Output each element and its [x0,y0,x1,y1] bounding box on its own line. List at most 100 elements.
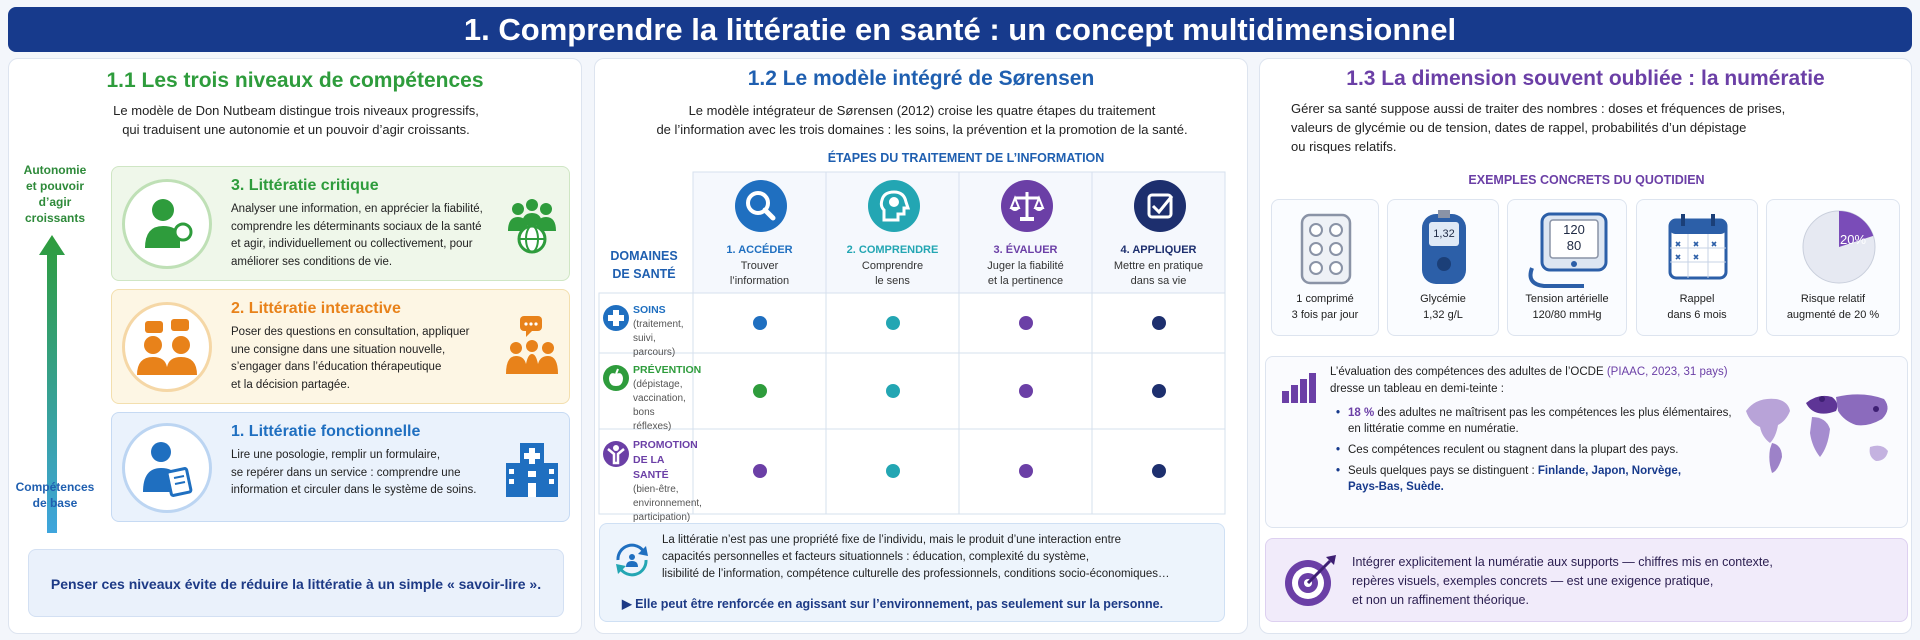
step-label: 4. APPLIQUER [1120,244,1197,256]
recommendation-line: et non un raffinement théorique. [1352,593,1529,607]
step-sub-line: Comprendre [861,260,924,272]
desc-line: Poser des questions en consultation, app… [231,326,470,338]
intro-line: qui traduisent une autonomie et un pouvo… [122,122,470,137]
step-sub-line: et la pertinence [987,275,1064,287]
label-line: Rappel [1679,293,1715,305]
intro-line: Le modèle de Don Nutbeam distingue trois… [113,103,479,118]
group-chat-icon [502,314,562,380]
matrix-dot [886,464,900,478]
panel-intro: Le modèle intégrateur de Sørensen (2012)… [605,101,1239,139]
world-map-icon [1736,381,1902,481]
example-pill-card: 1 comprimé 3 fois par jour [1271,199,1379,336]
step-label: 1. ACCÉDER [726,244,793,256]
oecd-bullets: 18 % des adultes ne maîtrisent pas les c… [1336,405,1756,500]
axis-top-label: Autonomie et pouvoir d’agir croissants [15,162,95,226]
intro-line: Gérer sa santé suppose aussi de traiter … [1291,101,1786,116]
level-critical-card: 3. Littératie critique Analyser une info… [111,166,570,281]
matrix-dot [753,316,767,330]
domain-detail: vaccination, [633,393,686,404]
panel-title: 1.3 La dimension souvent oubliée : la nu… [1346,67,1825,90]
level-functional-card: 1. Littératie fonctionnelle Lire une pos… [111,412,570,522]
label-line: 3 fois par jour [1291,309,1359,321]
panel-numeracy: 1.3 La dimension souvent oubliée : la nu… [1259,58,1912,634]
bullet-bold: Pays-Bas, Suède. [1348,481,1444,493]
step-sub-line: le sens [875,275,910,287]
example-reminder-card: Rappel dans 6 mois [1636,199,1758,336]
step-sub-line: l’information [729,275,790,287]
level-title: 1. Littératie fonctionnelle [231,423,421,440]
play-arrow-icon: ▶ [622,597,636,611]
recommendation-line: Intégrer explicitement la numératie aux … [1352,555,1773,569]
panel-intro: Gérer sa santé suppose aussi de traiter … [1291,99,1891,156]
bullet-text: en littératie comme en numératie. [1348,423,1519,435]
step-sub-line: dans sa vie [1130,275,1187,287]
example-label: Risque relatif augmenté de 20 % [1767,291,1899,323]
page-title: 1. Comprendre la littératie en santé : u… [8,7,1912,52]
bar-chart-icon [1280,373,1320,403]
matrix-dot [1019,464,1033,478]
domain-name: PROMOTION [633,439,698,451]
search-icon [735,180,787,232]
level-interactive-card: 2. Littératie interactive Poser des ques… [111,289,570,404]
bullet-item: 18 % des adultes ne maîtrisent pas les c… [1336,405,1756,437]
cycle-person-icon [610,538,654,582]
bullet-item: Ces compétences reculent ou stagnent dan… [1336,442,1756,458]
intro-line: Le modèle intégrateur de Sørensen (2012)… [688,103,1156,118]
oecd-intro: L’évaluation des compétences des adultes… [1330,364,1750,398]
matrix-dot [753,464,767,478]
domain-detail: (traitement, [633,319,684,330]
oecd-source: (PIAAC, 2023, 31 pays) [1606,366,1728,378]
bp-screen: 120 80 [1550,222,1598,254]
domain-detail: (dépistage, [633,379,683,390]
recommendation-line: repères visuels, exemples concrets — est… [1352,574,1714,588]
note-line: La littératie n’est pas une propriété fi… [662,534,1121,546]
panel-sorensen-model: 1.2 Le modèle intégré de Sørensen Le mod… [594,58,1248,634]
domain-label-soins: SOINS (traitement, suivi, parcours) [633,303,693,360]
examples-header: EXEMPLES CONCRETS DU QUOTIDIEN [1468,173,1705,187]
panel-title: 1.1 Les trois niveaux de compétences [106,69,484,92]
domain-name: DE LA SANTÉ [633,454,669,481]
domains-header: DOMAINES DE SANTÉ [599,247,689,283]
step-label: 2. COMPRENDRE [846,244,939,256]
label-line: Tension artérielle [1525,293,1609,305]
step-sub: Trouver l’information [693,259,826,289]
domain-name: PRÉVENTION [633,364,702,376]
domain-label-prevention: PRÉVENTION (dépistage, vaccination, bons ré… [633,363,701,434]
step-sub: Mettre en pratique dans sa vie [1092,259,1225,289]
oecd-text: L’évaluation des compétences des adultes… [1330,366,1604,378]
bullet-bold: Finlande, Japon, Norvège, [1537,465,1682,477]
desc-line: s’engager dans l’éducation thérapeutique [231,361,442,373]
step-sub: Comprendre le sens [826,259,959,289]
person-magnifier-icon [122,179,212,269]
bullet-text: Seuls quelques pays se distinguent : [1348,465,1538,477]
desc-line: information et circuler dans le système … [231,484,477,496]
label-line: augmenté de 20 % [1786,309,1880,321]
desc-line: une consigne dans une situation nouvelle… [231,343,446,356]
panel-intro: Le modèle de Don Nutbeam distingue trois… [29,101,563,139]
example-risk-card: 20% Risque relatif augmenté de 20 % [1766,199,1900,336]
domain-detail: (bien-être, [633,484,679,495]
hospital-icon [502,437,562,499]
intro-line: de l’information avec les trois domaines… [656,122,1188,137]
matrix-dot [1152,464,1166,478]
label-line: 120/80 mmHg [1532,309,1602,321]
person-raised-arms-icon [603,441,629,467]
matrix-dot [1152,384,1166,398]
bp-value: 80 [1566,238,1582,253]
numeracy-recommendation: Intégrer explicitement la numératie aux … [1265,538,1908,622]
level-title: 3. Littératie critique [231,177,379,194]
matrix-dot [886,316,900,330]
pie-slice [1839,211,1874,247]
oecd-text: dresse un tableau en demi-teinte : [1330,383,1504,395]
bp-value: 120 [1563,222,1585,237]
level-description: Poser des questions en consultation, app… [231,324,496,394]
bullet-bold: 18 % [1348,407,1375,419]
header-line: DE SANTÉ [612,267,676,281]
person-document-icon [122,423,212,513]
matrix-dot [886,384,900,398]
domain-detail: participation) [633,512,691,523]
desc-line: se repérer dans un service : comprendre … [231,466,461,479]
domain-label-promotion: PROMOTION DE LA SANTÉ (bien-être, environne… [633,438,702,525]
level-description: Lire une posologie, remplir un formulair… [231,447,496,500]
label-line: Risque relatif [1800,293,1866,305]
